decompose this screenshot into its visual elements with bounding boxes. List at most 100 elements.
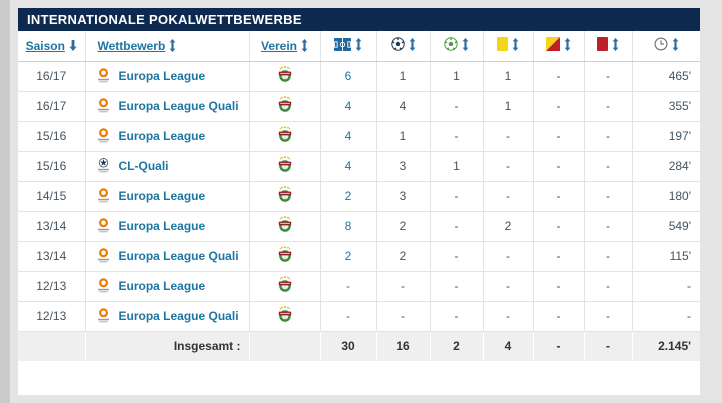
sort-link-verein[interactable]: Verein: [260, 38, 298, 53]
competition-link[interactable]: Europa League: [118, 189, 206, 203]
sort-both-icon[interactable]: [612, 37, 619, 51]
season-cell: 16/17: [18, 91, 86, 122]
games-cell[interactable]: -: [320, 271, 377, 302]
competition-cell: Europa League Quali: [85, 301, 250, 332]
stats-box: INTERNATIONALE POKALWETTBEWERBE Saison: [18, 8, 700, 395]
totals-empty-saison: [18, 330, 86, 361]
table-row: 16/17 Europa League Quali 4 4 - 1 - - 35…: [18, 91, 700, 122]
competition-link[interactable]: Europa League: [118, 219, 206, 233]
minutes-cell: 284': [632, 151, 700, 182]
table-row: 15/16 Europa League 4 1 - - - - 197': [18, 121, 700, 152]
assists-cell: -: [430, 91, 484, 122]
games-cell[interactable]: 2: [320, 241, 377, 272]
minutes-cell: 197': [632, 121, 700, 152]
club-crest-icon[interactable]: [277, 96, 293, 113]
competition-cell: Europa League Quali: [85, 91, 250, 122]
table-body: 16/17 Europa League 6 1 1 1 - - 465' 16/…: [18, 61, 700, 332]
competition-link[interactable]: Europa League: [118, 69, 206, 83]
yellow-cards-cell: 2: [483, 211, 534, 242]
totals-goals: 16: [376, 330, 431, 361]
page-left-gutter: [0, 0, 10, 403]
yellow-card-icon: [497, 37, 508, 52]
table-footer: Insgesamt : 30 16 2 4 - - 2.145': [18, 330, 700, 361]
yellow-red-cards-cell: -: [533, 241, 585, 272]
goals-cell: 3: [376, 151, 431, 182]
europa-league-logo-icon: [95, 308, 112, 324]
yellow-red-cards-cell: -: [533, 61, 585, 92]
sort-desc-icon[interactable]: [69, 40, 77, 52]
club-crest-icon[interactable]: [277, 306, 293, 323]
sort-both-icon[interactable]: [355, 37, 362, 51]
competition-link[interactable]: Europa League: [118, 279, 206, 293]
season-cell: 15/16: [18, 121, 86, 152]
totals-red: -: [584, 330, 633, 361]
club-crest-icon[interactable]: [277, 66, 293, 83]
competition-link[interactable]: Europa League Quali: [118, 99, 239, 113]
yellow-red-cards-cell: -: [533, 271, 585, 302]
column-header-saison: Saison: [18, 31, 86, 62]
yellow-red-cards-cell: -: [533, 211, 585, 242]
totals-yellow-red: -: [533, 330, 585, 361]
competition-cell: Europa League: [85, 181, 250, 212]
sort-link-wettbewerb[interactable]: Wettbewerb: [97, 38, 166, 53]
season-cell: 12/13: [18, 301, 86, 332]
totals-empty-verein: [249, 330, 321, 361]
europa-league-logo-icon: [95, 248, 112, 264]
column-header-assists: [430, 31, 484, 62]
yellow-red-cards-cell: -: [533, 91, 585, 122]
games-cell[interactable]: 4: [320, 91, 377, 122]
red-cards-cell: -: [584, 61, 633, 92]
games-cell[interactable]: 8: [320, 211, 377, 242]
club-crest-icon[interactable]: [277, 186, 293, 203]
games-cell[interactable]: 2: [320, 181, 377, 212]
sort-both-icon[interactable]: [672, 37, 679, 51]
assists-cell: -: [430, 271, 484, 302]
totals-yellow: 4: [483, 330, 534, 361]
sort-both-icon[interactable]: [301, 39, 308, 53]
games-cell[interactable]: 4: [320, 151, 377, 182]
red-cards-cell: -: [584, 121, 633, 152]
games-cell[interactable]: -: [320, 301, 377, 332]
club-crest-icon[interactable]: [277, 126, 293, 143]
club-crest-icon[interactable]: [277, 216, 293, 233]
minutes-cell: 355': [632, 91, 700, 122]
club-cell: [249, 91, 321, 122]
column-header-yellow-red-cards: [533, 31, 585, 62]
yellow-red-cards-cell: -: [533, 151, 585, 182]
season-cell: 14/15: [18, 181, 86, 212]
red-card-icon: [597, 37, 608, 52]
competition-cell: Europa League: [85, 61, 250, 92]
sort-both-icon[interactable]: [512, 37, 519, 51]
sort-both-icon[interactable]: [564, 37, 571, 51]
club-crest-icon[interactable]: [277, 276, 293, 293]
sort-link-saison[interactable]: Saison: [25, 38, 65, 53]
minutes-cell: 115': [632, 241, 700, 272]
season-cell: 13/14: [18, 241, 86, 272]
competition-link[interactable]: Europa League Quali: [118, 249, 239, 263]
column-header-wettbewerb: Wettbewerb: [85, 31, 250, 62]
club-crest-icon[interactable]: [277, 156, 293, 173]
totals-row: Insgesamt : 30 16 2 4 - - 2.145': [18, 330, 700, 361]
competition-link[interactable]: CL-Quali: [118, 159, 169, 173]
assists-cell: -: [430, 121, 484, 152]
europa-league-logo-icon: [95, 188, 112, 204]
club-crest-icon[interactable]: [277, 246, 293, 263]
competition-cell: CL-Quali: [85, 151, 250, 182]
games-cell[interactable]: 6: [320, 61, 377, 92]
assists-cell: -: [430, 211, 484, 242]
games-cell[interactable]: 4: [320, 121, 377, 152]
column-header-matches: [320, 31, 377, 62]
goals-cell: 4: [376, 91, 431, 122]
competition-link[interactable]: Europa League Quali: [118, 309, 239, 323]
sort-both-icon[interactable]: [169, 39, 176, 53]
totals-label: Insgesamt :: [85, 330, 250, 361]
sort-both-icon[interactable]: [409, 37, 416, 51]
sort-both-icon[interactable]: [462, 37, 469, 51]
europa-league-logo-icon: [95, 68, 112, 84]
club-cell: [249, 301, 321, 332]
goals-cell: 1: [376, 61, 431, 92]
competition-link[interactable]: Europa League: [118, 129, 206, 143]
competition-cell: Europa League: [85, 271, 250, 302]
goals-ball-icon: [390, 37, 405, 51]
table-row: 12/13 Europa League Quali - - - - - - -: [18, 301, 700, 332]
